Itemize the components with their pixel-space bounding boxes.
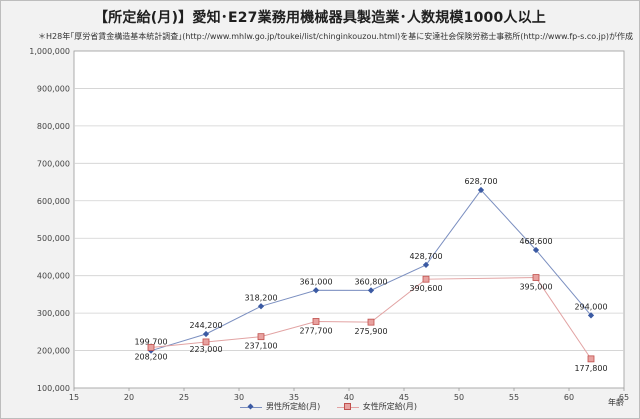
y-tick-label: 500,000 xyxy=(37,234,70,243)
data-label-female: 237,100 xyxy=(244,342,277,351)
data-label-male: 294,000 xyxy=(574,302,607,311)
data-label-male: 468,600 xyxy=(519,237,552,246)
data-label-female: 208,200 xyxy=(134,352,167,361)
legend-female-label: 女性所定給(月) xyxy=(362,402,418,411)
data-point-female xyxy=(532,274,540,281)
y-tick-label: 700,000 xyxy=(37,159,70,168)
x-tick-label: 50 xyxy=(454,393,464,402)
legend-item-male: 男性所定給(月) xyxy=(240,401,320,412)
chart-title: 【所定給(月)】愛知･E27業務用機械器具製造業･人数規模1000人以上 xyxy=(93,10,546,26)
x-tick-label: 55 xyxy=(509,393,519,402)
y-tick-label: 800,000 xyxy=(37,122,70,131)
data-label-female: 277,700 xyxy=(299,326,332,335)
legend-male-label: 男性所定給(月) xyxy=(266,402,321,411)
y-tick-label: 100,000 xyxy=(37,384,70,393)
data-point-male xyxy=(367,287,375,294)
data-label-male: 199,700 xyxy=(134,338,167,347)
data-label-male: 318,200 xyxy=(244,293,277,302)
legend-female-swatch xyxy=(336,402,359,411)
data-point-female xyxy=(587,355,595,363)
y-tick-label: 400,000 xyxy=(37,272,70,281)
x-tick-label: 20 xyxy=(124,393,134,402)
x-tick-label: 25 xyxy=(179,393,189,402)
series-line-female xyxy=(150,277,592,360)
legend: 男性所定給(月) 女性所定給(月) xyxy=(240,401,431,413)
plot-area xyxy=(73,50,625,389)
x-tick-label: 40 xyxy=(344,393,354,402)
data-label-female: 177,800 xyxy=(574,364,607,373)
data-point-male xyxy=(257,303,265,310)
x-tick-label: 15 xyxy=(69,393,79,402)
data-point-female xyxy=(257,333,265,341)
data-label-female: 395,000 xyxy=(519,283,552,292)
x-tick-label: 45 xyxy=(399,393,409,402)
data-label-male: 428,700 xyxy=(409,252,442,261)
y-tick-label: 1,000,000 xyxy=(29,47,70,56)
x-tick-label: 30 xyxy=(234,393,244,402)
y-tick-label: 300,000 xyxy=(37,309,70,318)
data-label-male: 628,700 xyxy=(464,177,497,186)
legend-male-swatch xyxy=(240,402,262,411)
y-tick-label: 200,000 xyxy=(37,347,70,356)
chart-subtitle: ＊H28年｢厚労省賃金構造基本統計調査｣(http://www.mhlw.go.… xyxy=(38,32,633,41)
y-tick-label: 900,000 xyxy=(37,84,70,93)
data-label-female: 223,000 xyxy=(189,345,222,354)
data-point-female xyxy=(422,275,430,283)
legend-item-female: 女性所定給(月) xyxy=(336,401,418,412)
data-label-male: 361,000 xyxy=(299,277,332,286)
data-point-male xyxy=(422,261,430,269)
data-point-female xyxy=(147,344,155,351)
y-tick-label: 600,000 xyxy=(37,197,70,206)
data-label-male: 244,200 xyxy=(189,321,222,330)
x-tick-label: 35 xyxy=(289,393,299,402)
data-point-female xyxy=(367,318,375,326)
data-point-female xyxy=(202,338,210,346)
x-tick-label: 60 xyxy=(564,393,574,402)
data-label-female: 390,600 xyxy=(409,284,442,293)
data-label-female: 275,900 xyxy=(354,327,387,336)
x-tick-label: 65 xyxy=(619,393,629,402)
data-point-male xyxy=(312,287,320,294)
data-point-female xyxy=(312,318,320,325)
data-label-male: 360,800 xyxy=(354,277,387,286)
x-axis-label: 年齢 xyxy=(608,398,624,407)
